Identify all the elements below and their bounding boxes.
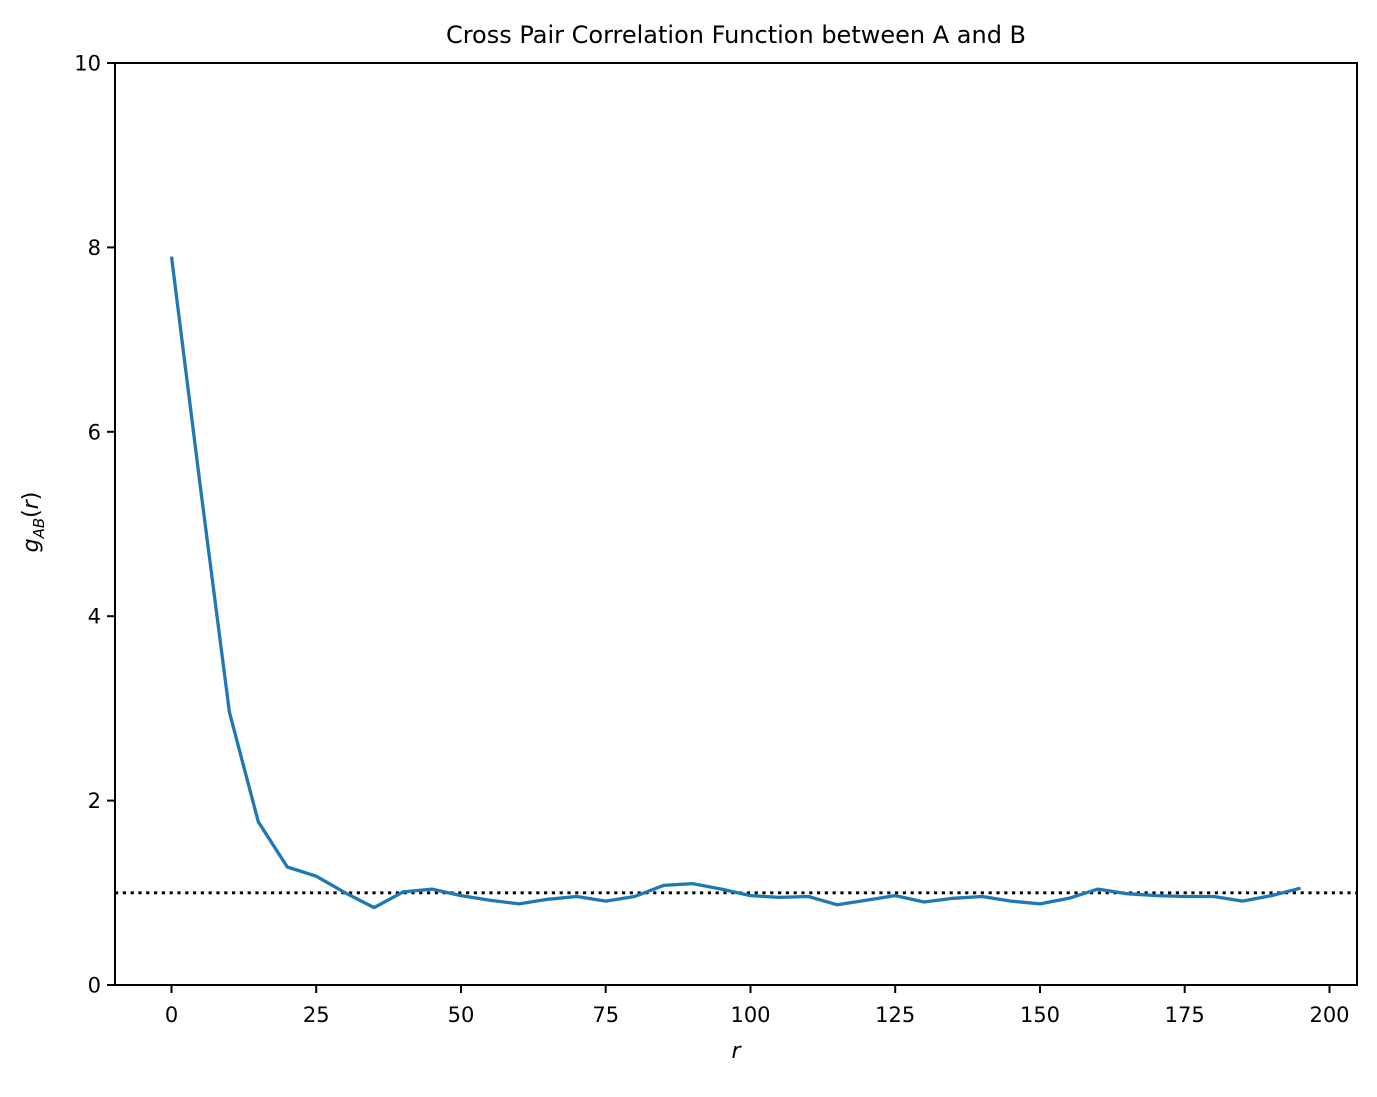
y-tick-label: 6 (88, 420, 101, 444)
y-axis-label-main: g (19, 538, 44, 552)
y-axis-label-paren-close: ) (19, 492, 44, 501)
y-axis-label-arg: r (19, 498, 44, 509)
x-tick-label: 150 (1020, 1003, 1060, 1027)
plot-area: 0 25 50 75 100 125 150 175 200 0 2 4 6 8 10 (74, 52, 1358, 1027)
x-tick-label: 75 (592, 1003, 619, 1027)
x-tick-label: 125 (875, 1003, 915, 1027)
y-axis-label: gAB(r) (19, 492, 48, 553)
chart-title: Cross Pair Correlation Function between … (446, 21, 1026, 49)
x-tick-label: 175 (1165, 1003, 1205, 1027)
x-axis-label: r (731, 1039, 742, 1064)
plot-border (114, 62, 1358, 986)
y-axis-label-paren-open: ( (19, 509, 44, 518)
x-tick-label: 100 (730, 1003, 770, 1027)
x-tick-label: 25 (303, 1003, 330, 1027)
y-tick-label: 0 (88, 974, 101, 998)
x-tick-label: 200 (1309, 1003, 1349, 1027)
y-tick-label: 2 (88, 789, 101, 813)
correlation-line (169, 256, 1301, 910)
x-tick-label: 0 (165, 1003, 178, 1027)
x-tick-label: 50 (448, 1003, 475, 1027)
y-tick-label: 10 (74, 52, 101, 76)
y-tick-label: 4 (88, 605, 101, 629)
y-tick-label: 8 (88, 236, 101, 260)
y-axis-label-subscript: AB (30, 518, 48, 540)
